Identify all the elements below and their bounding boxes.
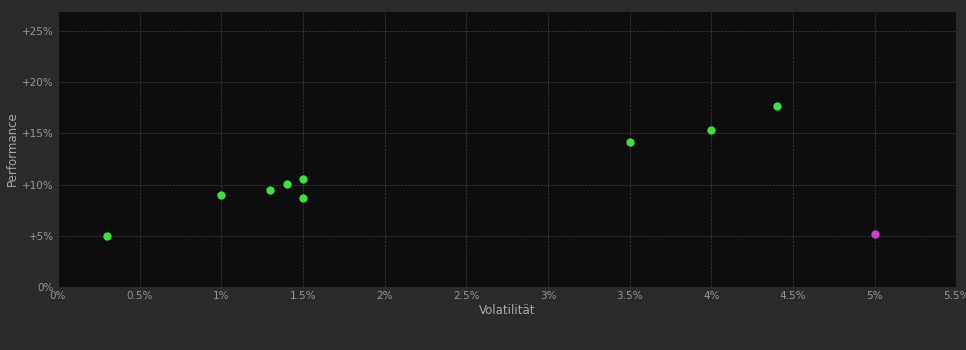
Point (296, 195, 311, 201)
Point (296, 177, 311, 182)
Point (213, 192, 229, 198)
Point (867, 231, 882, 237)
Point (263, 187, 278, 192)
Point (99, 233, 115, 239)
X-axis label: Volatilität: Volatilität (479, 304, 535, 317)
Point (622, 139, 638, 145)
Point (703, 127, 719, 133)
Y-axis label: Performance: Performance (6, 111, 19, 186)
Point (769, 103, 784, 108)
Point (279, 181, 295, 186)
